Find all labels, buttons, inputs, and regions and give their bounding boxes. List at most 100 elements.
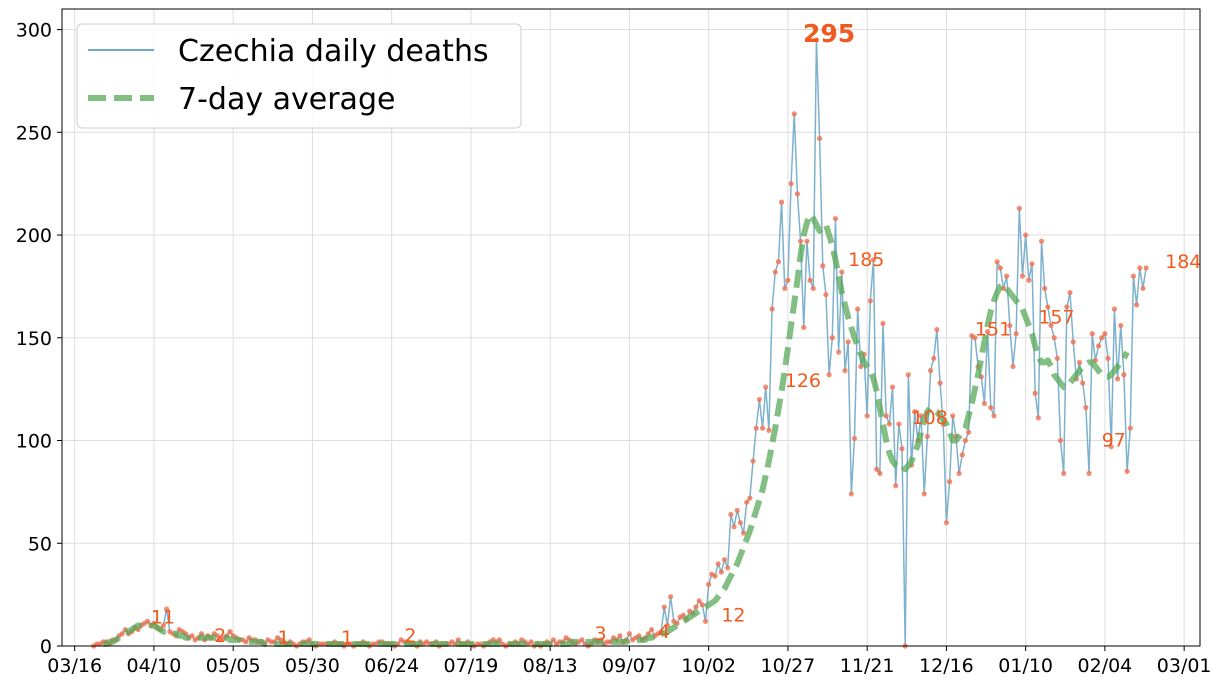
x-tick-label: 03/16 bbox=[47, 655, 102, 677]
data-point bbox=[836, 349, 842, 355]
data-point bbox=[893, 483, 899, 489]
data-point bbox=[927, 368, 934, 374]
data-point bbox=[1076, 359, 1083, 366]
data-point bbox=[1086, 470, 1092, 476]
data-point bbox=[877, 470, 883, 476]
data-point bbox=[728, 511, 734, 518]
annotation-label: 1 bbox=[341, 627, 353, 649]
data-point bbox=[886, 421, 892, 427]
data-point bbox=[912, 409, 918, 415]
annotation-label: 4 bbox=[658, 621, 670, 643]
annotation-label: 2 bbox=[404, 625, 416, 647]
data-point bbox=[579, 637, 585, 643]
data-point bbox=[1143, 265, 1149, 271]
x-tick-label: 08/13 bbox=[523, 655, 578, 677]
data-point bbox=[664, 622, 671, 629]
data-point bbox=[1089, 331, 1095, 337]
data-point bbox=[693, 604, 699, 610]
y-tick-label: 250 bbox=[16, 122, 52, 144]
annotation-label: 108 bbox=[912, 407, 948, 429]
data-point bbox=[721, 557, 728, 563]
y-tick-label: 150 bbox=[16, 328, 52, 350]
data-point bbox=[899, 446, 905, 452]
data-point bbox=[759, 425, 766, 431]
data-point bbox=[189, 633, 195, 639]
data-point bbox=[680, 612, 686, 618]
data-point bbox=[842, 368, 848, 374]
x-tick-label: 10/02 bbox=[681, 655, 736, 677]
data-point bbox=[1013, 331, 1019, 337]
data-point bbox=[725, 565, 731, 571]
x-tick-label: 12/16 bbox=[919, 655, 974, 677]
data-point bbox=[807, 277, 813, 283]
x-tick-label: 04/10 bbox=[127, 655, 182, 677]
data-point bbox=[988, 405, 994, 411]
data-point bbox=[1061, 470, 1067, 476]
data-point bbox=[905, 372, 911, 378]
x-tick-label: 09/07 bbox=[602, 655, 657, 677]
data-point bbox=[750, 458, 756, 464]
data-point bbox=[164, 606, 170, 612]
data-point bbox=[1118, 322, 1124, 329]
data-point bbox=[1095, 343, 1102, 349]
data-point bbox=[119, 631, 125, 637]
x-tick-label: 02/04 bbox=[1078, 655, 1133, 677]
data-point bbox=[144, 618, 151, 624]
annotation-label: 184 bbox=[1165, 251, 1201, 273]
data-point bbox=[991, 413, 997, 419]
annotation-label: 1 bbox=[278, 627, 290, 649]
data-point bbox=[626, 631, 633, 637]
data-point bbox=[696, 598, 702, 604]
data-point bbox=[880, 320, 886, 326]
data-point bbox=[528, 639, 534, 645]
data-point bbox=[706, 581, 712, 587]
y-tick-label: 100 bbox=[16, 431, 52, 453]
data-point bbox=[1016, 205, 1022, 211]
data-point bbox=[769, 306, 775, 312]
data-point bbox=[874, 466, 880, 472]
annotation-label: 11 bbox=[151, 606, 175, 628]
y-tick-label: 200 bbox=[16, 225, 52, 247]
legend-label-daily-deaths: Czechia daily deaths bbox=[178, 34, 489, 69]
data-point bbox=[756, 396, 762, 403]
data-point bbox=[1057, 437, 1064, 444]
data-point bbox=[1124, 468, 1130, 474]
data-point bbox=[791, 111, 797, 117]
data-point bbox=[753, 425, 759, 431]
data-point bbox=[782, 285, 788, 292]
data-point bbox=[1051, 335, 1057, 341]
annotation-label: 2 bbox=[214, 625, 226, 647]
data-point bbox=[763, 384, 769, 390]
data-point bbox=[1000, 285, 1007, 292]
data-point bbox=[699, 602, 705, 608]
data-point bbox=[778, 199, 785, 205]
data-point bbox=[943, 520, 950, 526]
data-point bbox=[1054, 355, 1060, 361]
data-point bbox=[813, 37, 820, 43]
data-point bbox=[747, 495, 753, 501]
legend-box bbox=[76, 23, 522, 129]
annotation-label: 3 bbox=[595, 623, 607, 645]
data-point bbox=[1023, 232, 1029, 238]
data-point bbox=[829, 335, 835, 341]
data-point bbox=[785, 277, 791, 283]
legend: Czechia daily deaths 7-day average bbox=[76, 23, 522, 129]
data-point bbox=[1108, 444, 1114, 450]
data-point bbox=[1127, 425, 1133, 431]
data-point bbox=[848, 491, 854, 497]
data-point bbox=[1121, 372, 1127, 378]
peak-label: 295 bbox=[803, 19, 855, 48]
data-point bbox=[794, 191, 801, 197]
data-point bbox=[826, 372, 832, 378]
data-point bbox=[766, 427, 772, 433]
annotation-label: 151 bbox=[975, 319, 1011, 341]
data-point bbox=[972, 335, 978, 341]
x-tick-label: 10/27 bbox=[761, 655, 816, 677]
data-point bbox=[810, 285, 816, 292]
data-point bbox=[1010, 363, 1016, 370]
x-axis-ticks: 03/16 04/10 05/05 05/30 06/24 07/19 08/13 09/07… bbox=[47, 646, 1212, 677]
data-point bbox=[981, 400, 988, 407]
data-point bbox=[839, 269, 845, 275]
data-point bbox=[820, 263, 826, 269]
